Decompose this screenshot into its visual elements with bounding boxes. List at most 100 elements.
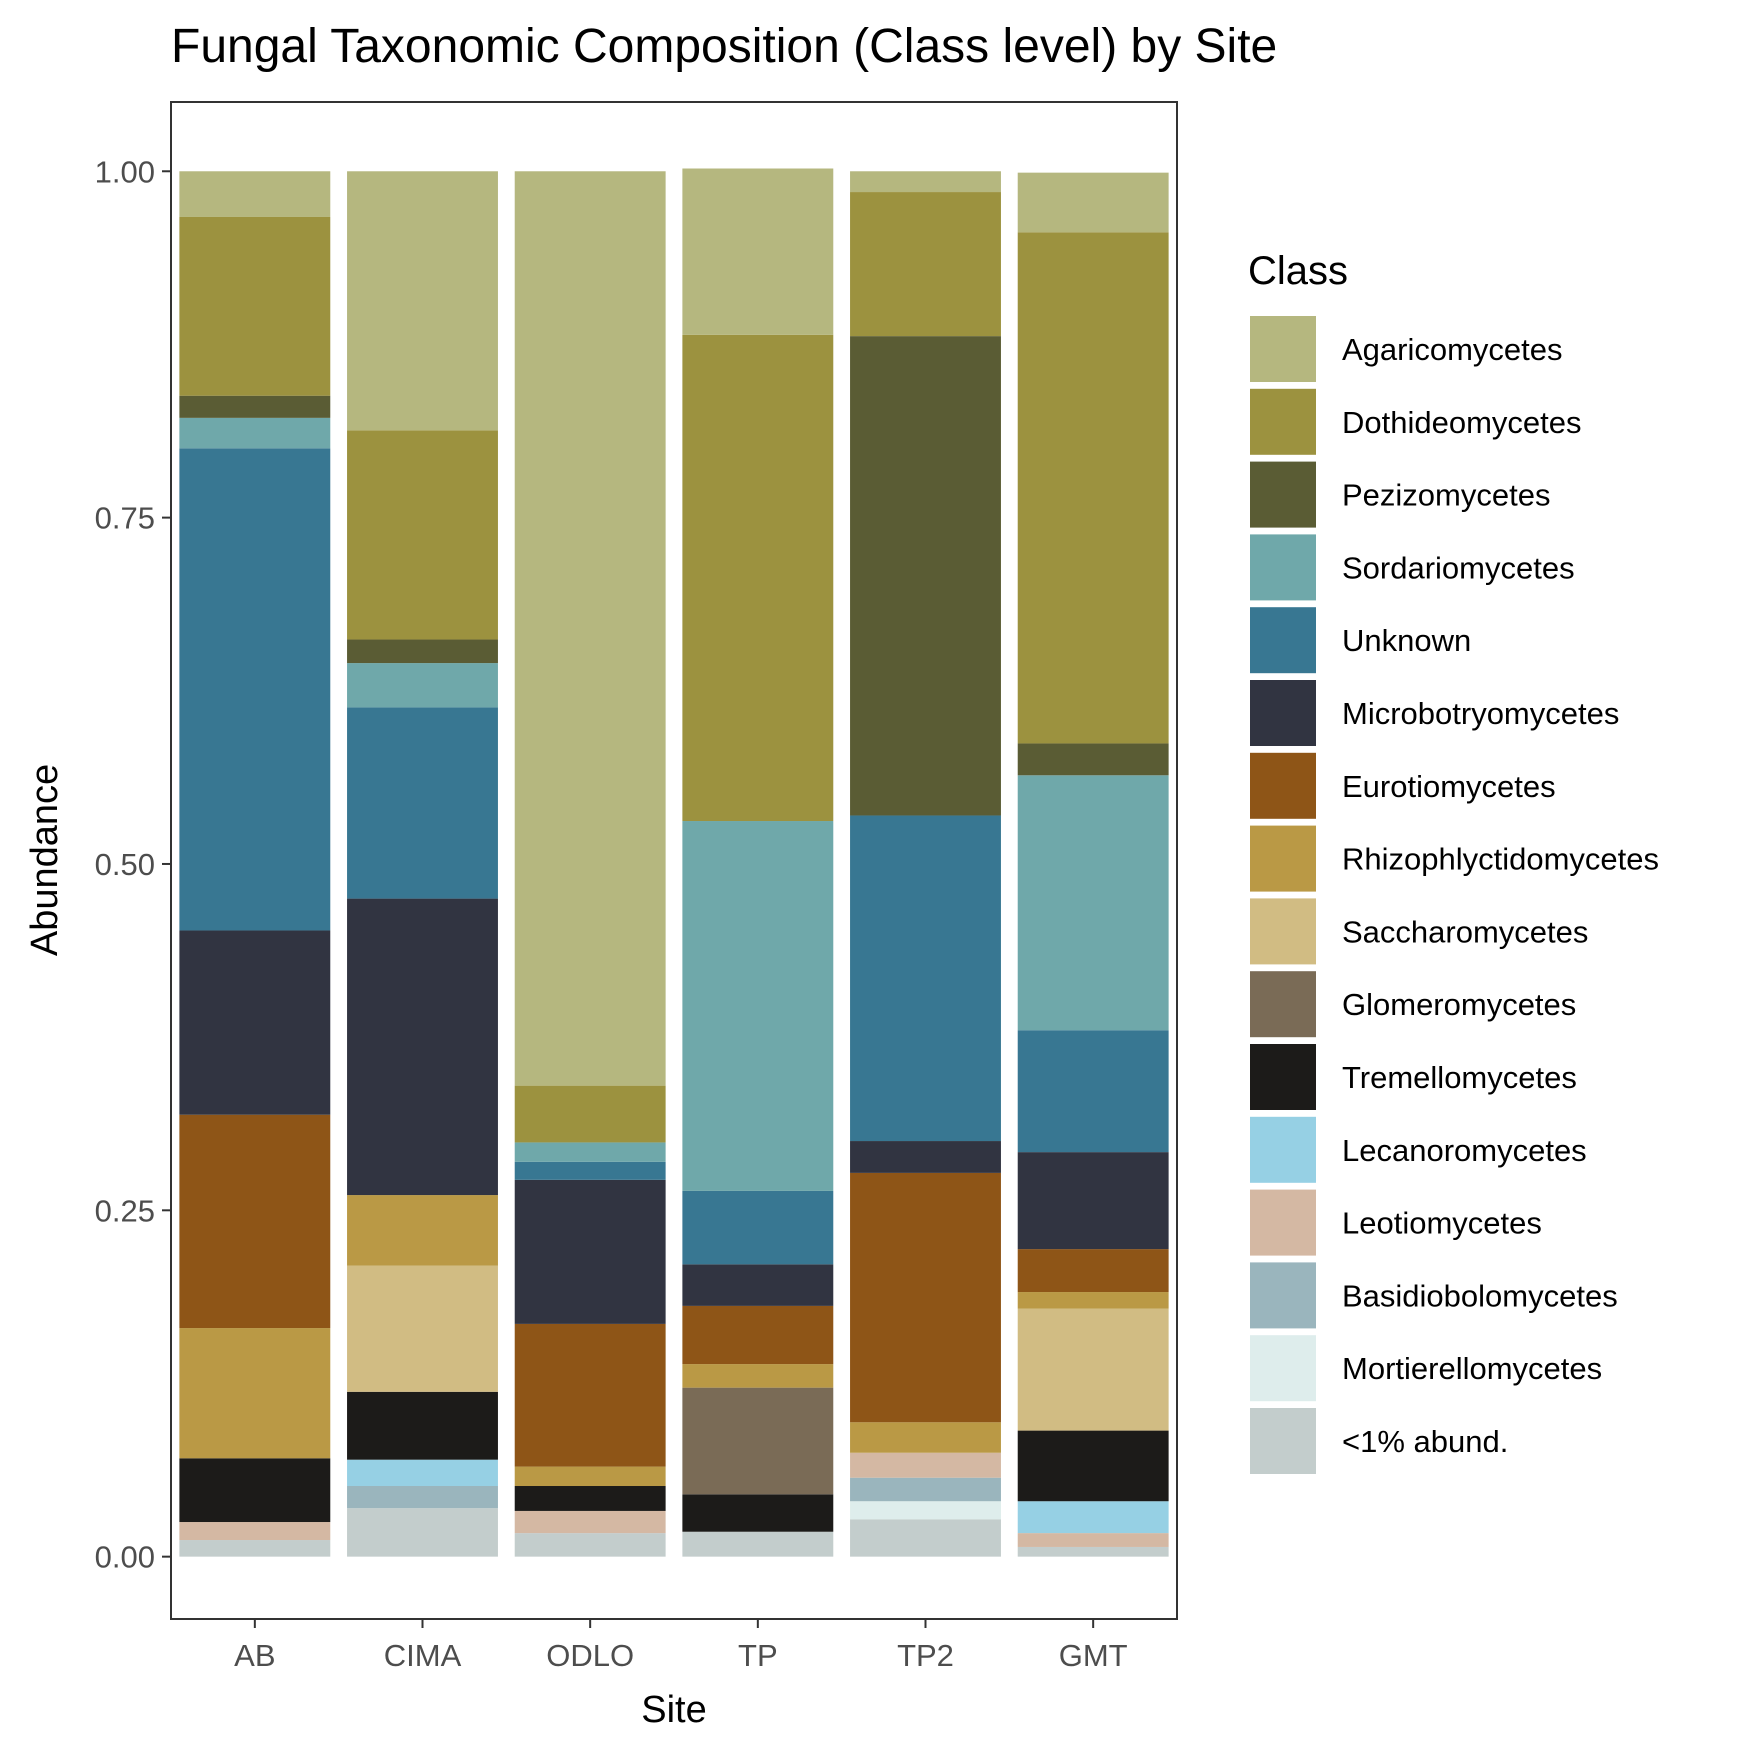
legend-label-glomeromycetes: Glomeromycetes [1342, 987, 1576, 1022]
bar-segment-odlo-microbotryomycetes [514, 1179, 666, 1324]
legend-label-mortierellomycetes: Mortierellomycetes [1342, 1351, 1602, 1386]
bar-segment-gmt-rhizophlyctidomycetes [1017, 1292, 1169, 1309]
y-tick-label: 0.50 [95, 847, 155, 882]
bar-segment-tp2-rhizophlyctidomycetes [850, 1422, 1001, 1453]
bar-segment-tp2-unknown [850, 815, 1001, 1142]
bar-segment-tp2-basidiobolomycetes [850, 1477, 1001, 1502]
legend-key-glomeromycetes [1250, 971, 1316, 1038]
legend-key-tremellomycetes [1250, 1044, 1316, 1110]
bar-segment-odlo-1-abund [514, 1533, 666, 1557]
bar-segment-tp-sordariomycetes [682, 821, 834, 1191]
bar-segment-gmt-sordariomycetes [1017, 775, 1169, 1031]
y-axis: 0.00 0.25 0.50 0.75 1.00 [95, 154, 171, 1575]
legend-label-agaricomycetes: Agaricomycetes [1342, 332, 1563, 367]
legend-key-lecanoromycetes [1250, 1116, 1316, 1183]
legend: Class Agaricomycetes Dothideomycetes Peziz… [1248, 249, 1659, 1474]
plot-panel [170, 101, 1178, 1620]
bar-segment-gmt-agaricomycetes [1017, 172, 1169, 233]
legend-key-rhizophlyctidomycetes [1250, 825, 1316, 892]
bar-segment-tp-glomeromycetes [682, 1387, 834, 1495]
bar-segment-odlo-eurotiomycetes [514, 1323, 666, 1467]
legend-label-rhizophlyctidomycetes: Rhizophlyctidomycetes [1342, 842, 1659, 877]
bar-segment-cima-unknown [347, 707, 498, 899]
x-axis: AB CIMA ODLO TP TP2 GMT [234, 1619, 1128, 1673]
bar-segment-tp2-mortierellomycetes [850, 1501, 1001, 1520]
bar-segment-ab-1-abund [179, 1540, 331, 1557]
legend-label-unknown: Unknown [1342, 623, 1471, 658]
bar-segment-ab-agaricomycetes [179, 171, 331, 217]
bar-segment-cima-agaricomycetes [347, 171, 498, 431]
bar-segment-gmt-unknown [1017, 1030, 1169, 1153]
bar-segment-gmt-leotiomycetes [1017, 1533, 1169, 1547]
legend-key-saccharomycetes [1250, 898, 1316, 965]
legend-label-dothideomycetes: Dothideomycetes [1342, 405, 1582, 440]
bar-segment-tp2-microbotryomycetes [850, 1141, 1001, 1173]
bar-segment-ab-sordariomycetes [179, 417, 331, 449]
bar-segment-ab-microbotryomycetes [179, 930, 331, 1115]
x-tick-label-odlo: ODLO [546, 1638, 634, 1673]
legend-key-basidiobolomycetes [1250, 1262, 1316, 1329]
legend-label-lecanoromycetes: Lecanoromycetes [1342, 1133, 1587, 1168]
bar-segment-odlo-sordariomycetes [514, 1142, 666, 1162]
legend-label-pezizomycetes: Pezizomycetes [1342, 478, 1550, 513]
bar-segment-odlo-tremellomycetes [514, 1486, 666, 1511]
bar-segment-gmt-eurotiomycetes [1017, 1249, 1169, 1293]
bar-segment-tp-dothideomycetes [682, 334, 834, 822]
y-tick-label: 0.25 [95, 1193, 155, 1228]
legend-label-saccharomycetes: Saccharomycetes [1342, 914, 1588, 949]
bar-segment-gmt-microbotryomycetes [1017, 1152, 1169, 1250]
x-tick-label-tp2: TP2 [897, 1638, 954, 1673]
y-tick-label: 1.00 [95, 154, 155, 189]
y-tick-label: 0.75 [95, 501, 155, 536]
legend-key-microbotryomycetes [1250, 680, 1316, 746]
bar-segment-odlo-rhizophlyctidomycetes [514, 1466, 666, 1487]
bar-segment-tp2-eurotiomycetes [850, 1172, 1001, 1423]
bar-segment-tp2-agaricomycetes [850, 171, 1001, 193]
legend-key-leotiomycetes [1250, 1189, 1316, 1256]
x-axis-title: Site [641, 1689, 706, 1731]
bar-segment-ab-pezizomycetes [179, 395, 331, 418]
bar-segment-tp-eurotiomycetes [682, 1305, 834, 1365]
legend-key-dothideomycetes [1250, 388, 1316, 455]
legend-label-tremellomycetes: Tremellomycetes [1342, 1060, 1577, 1095]
legend-label-leotiomycetes: Leotiomycetes [1342, 1206, 1542, 1241]
bar-segment-tp-agaricomycetes [682, 168, 834, 335]
bar-segment-ab-eurotiomycetes [179, 1114, 331, 1329]
bar-segment-tp2-pezizomycetes [850, 336, 1001, 816]
bar-segment-ab-unknown [179, 448, 331, 931]
bar-segment-cima-saccharomycetes [347, 1265, 498, 1392]
bar-segment-tp-unknown [682, 1190, 834, 1265]
y-tick-label: 0.00 [95, 1540, 155, 1575]
x-tick-label-cima: CIMA [384, 1638, 462, 1673]
legend-label-microbotryomycetes: Microbotryomycetes [1342, 696, 1619, 731]
bar-segment-cima-pezizomycetes [347, 639, 498, 664]
bar-segment-odlo-dothideomycetes [514, 1085, 666, 1143]
x-tick-label-ab: AB [234, 1638, 275, 1673]
legend-key-unknown [1250, 607, 1316, 674]
bar-segment-gmt-dothideomycetes [1017, 232, 1169, 744]
bar-segment-cima-1-abund [347, 1508, 498, 1557]
bar-segment-ab-rhizophlyctidomycetes [179, 1328, 331, 1459]
legend-key-eurotiomycetes [1250, 752, 1316, 819]
bar-segment-odlo-leotiomycetes [514, 1510, 666, 1534]
legend-label-1-abund: <1% abund. [1342, 1424, 1508, 1459]
bar-segment-cima-dothideomycetes [347, 430, 498, 640]
bar-segment-cima-lecanoromycetes [347, 1459, 498, 1486]
legend-label-eurotiomycetes: Eurotiomycetes [1342, 769, 1556, 804]
legend-key-1-abund [1250, 1408, 1316, 1474]
bar-segment-odlo-agaricomycetes [514, 171, 666, 1086]
bar-segment-tp2-1-abund [850, 1519, 1001, 1557]
bar-segment-ab-tremellomycetes [179, 1458, 331, 1523]
bar-segment-gmt-lecanoromycetes [1017, 1501, 1169, 1534]
legend-key-agaricomycetes [1250, 316, 1316, 382]
bar-segment-cima-tremellomycetes [347, 1391, 498, 1460]
bar-segment-cima-sordariomycetes [347, 663, 498, 708]
bar-segment-ab-dothideomycetes [179, 216, 331, 396]
chart-title: Fungal Taxonomic Composition (Class leve… [171, 20, 1277, 73]
legend-key-mortierellomycetes [1250, 1335, 1316, 1402]
legend-label-sordariomycetes: Sordariomycetes [1342, 550, 1575, 585]
bar-segment-tp2-leotiomycetes [850, 1452, 1001, 1478]
bar-segment-tp-tremellomycetes [682, 1494, 834, 1532]
bar-segment-tp-rhizophlyctidomycetes [682, 1364, 834, 1388]
